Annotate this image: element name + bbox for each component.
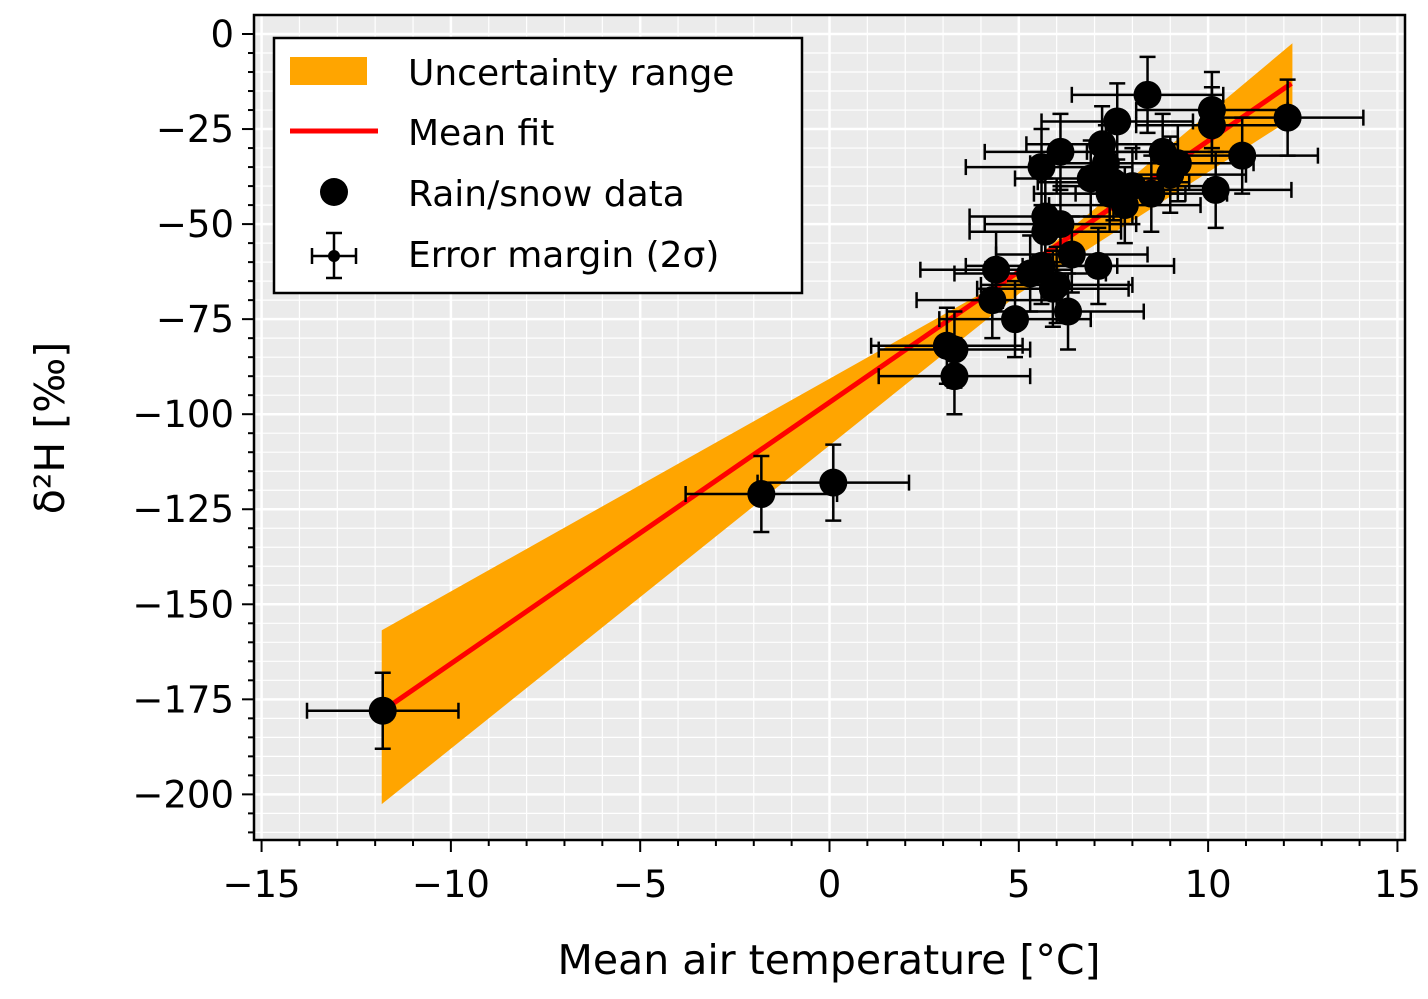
y-tick-label: −25 (156, 108, 234, 151)
y-tick-label: −150 (132, 583, 234, 626)
data-point (1137, 179, 1166, 208)
data-point (940, 362, 969, 391)
data-point (1046, 210, 1075, 239)
data-point (1133, 80, 1162, 109)
legend-label-uncertainty: Uncertainty range (408, 53, 734, 94)
plot-area (252, 13, 1407, 842)
y-tick-label: −200 (132, 773, 234, 816)
legend-swatch-errorbar (310, 231, 358, 280)
y-axis-label: δ²H [‰] (26, 342, 74, 514)
data-point (1042, 270, 1071, 299)
legend-label-mean-fit: Mean fit (408, 113, 554, 154)
y-tick-label: −75 (156, 298, 234, 341)
y-axis: 0 −25 −50 −75 −100 −125 −150 −175 −200 (132, 13, 254, 834)
y-tick-label: −100 (132, 393, 234, 436)
data-point (1057, 240, 1086, 269)
legend-swatch-marker (320, 178, 348, 206)
data-point (1228, 141, 1257, 170)
x-tick-label: 15 (1374, 863, 1421, 906)
data-point (1163, 149, 1192, 178)
data-points (368, 80, 1302, 725)
x-axis-label: Mean air temperature [°C] (557, 936, 1100, 984)
x-tick-label: −15 (223, 863, 301, 906)
data-point (1027, 251, 1056, 280)
data-point (1046, 137, 1075, 166)
data-point (982, 255, 1011, 284)
data-point (747, 480, 776, 509)
data-point (1084, 251, 1113, 280)
legend-label-errorbar: Error margin (2σ) (408, 235, 719, 276)
data-point (819, 468, 848, 497)
x-tick-label: 0 (818, 863, 842, 906)
data-point (1001, 305, 1030, 334)
data-point (1054, 297, 1083, 326)
x-tick-label: −5 (613, 863, 668, 906)
data-point (1197, 111, 1226, 140)
data-point (978, 286, 1007, 315)
x-tick-label: 10 (1185, 863, 1232, 906)
data-point (368, 696, 397, 725)
data-point (1273, 103, 1302, 132)
y-tick-label: −50 (156, 203, 234, 246)
x-tick-label: 5 (1007, 863, 1031, 906)
legend: Uncertainty range Mean fit Rain/snow dat… (272, 36, 804, 295)
legend-swatch-uncertainty (290, 57, 367, 85)
y-tick-label: −175 (132, 678, 234, 721)
data-point (1103, 107, 1132, 136)
data-point (940, 335, 969, 364)
y-tick-label: −125 (132, 488, 234, 531)
y-tick-label: 0 (210, 13, 234, 56)
data-point (1201, 175, 1230, 204)
legend-label-data: Rain/snow data (408, 174, 685, 215)
x-axis: −15 −10 −5 0 5 10 15 (223, 840, 1421, 906)
data-point (1027, 153, 1056, 182)
x-tick-label: −10 (412, 863, 490, 906)
